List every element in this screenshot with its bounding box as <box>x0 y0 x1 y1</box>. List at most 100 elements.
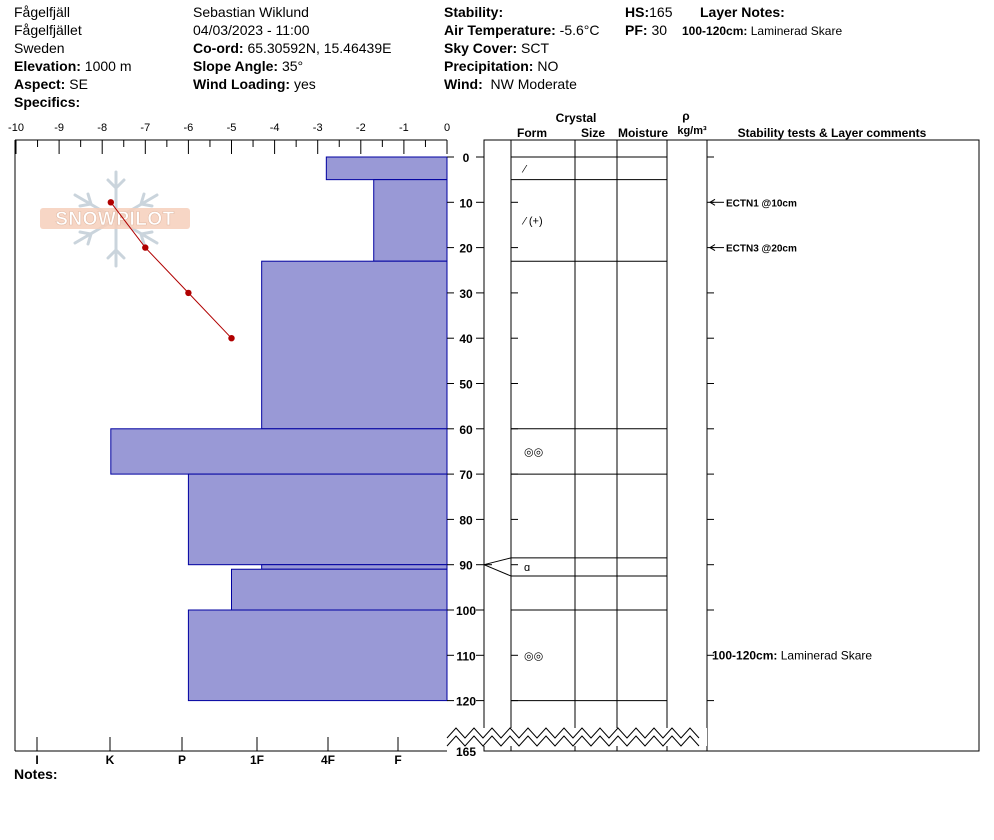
depth-tick-label: 110 <box>456 649 476 663</box>
specifics: Specifics: <box>14 93 80 111</box>
slope-value: 35° <box>281 58 304 74</box>
location-name: Fågelfjäll <box>14 4 71 20</box>
column-headers: Crystal Form Size Moisture ρ kg/m³ Stabi… <box>517 109 927 140</box>
stability-header: Stability tests & Layer comments <box>738 126 927 140</box>
depth-tick-label: 120 <box>456 695 476 709</box>
layer-notes-label: Layer Notes: <box>700 4 785 20</box>
wind: Wind: NW Moderate <box>444 75 577 93</box>
coordinates: Co-ord: 65.30592N, 15.46439E <box>193 39 391 57</box>
stability-arrow-head <box>709 244 716 252</box>
site-name: Fågelfjället <box>14 22 82 38</box>
air-temperature: Air Temperature: -5.6°C <box>444 21 600 39</box>
layer-comment-text: Laminerad Skare <box>781 648 873 662</box>
temperature-point <box>142 244 149 251</box>
logo-text: SNOWPILOT <box>55 209 175 230</box>
temperature-tick-label: -8 <box>97 122 107 134</box>
hardness-bar <box>187 609 448 702</box>
total-depth-label: 165 <box>456 745 476 759</box>
depth-tick-label: 30 <box>459 287 473 301</box>
hardness-bar <box>187 473 448 566</box>
depth-tick-label: 10 <box>459 196 473 210</box>
hardness-tick-label: P <box>178 753 186 767</box>
hardness-tick-label: 4F <box>321 753 335 767</box>
grain-form-symbol: ◎◎ <box>524 446 543 458</box>
hardness-tick-label: I <box>35 753 38 767</box>
layer-notes-title: Layer Notes: <box>700 3 785 21</box>
layer-note-text: Laminerad Skare <box>750 24 843 38</box>
table-frame <box>483 139 980 752</box>
elevation: Elevation: 1000 m <box>14 57 132 75</box>
form-header: Form <box>517 126 547 140</box>
temperature-tick-label: 0 <box>444 122 450 134</box>
temperature-tick-label: -3 <box>313 122 323 134</box>
zigzag-line <box>446 735 700 747</box>
sky-cover: Sky Cover: SCT <box>444 39 549 57</box>
temperature-line <box>110 201 232 339</box>
penetration-foot: PF: 30 <box>625 21 667 39</box>
thin-layer-connector <box>483 557 512 566</box>
temperature-tick-label: -4 <box>270 122 280 134</box>
moisture-header: Moisture <box>618 126 668 140</box>
layer-note-depth: 100-120cm: <box>682 24 748 38</box>
hardness-tick-label: 1F <box>250 753 264 767</box>
pf-value: 30 <box>651 22 668 38</box>
elevation-label: Elevation: <box>14 58 81 74</box>
notes-label: Notes: <box>14 766 58 782</box>
hs-label: HS: <box>625 4 650 20</box>
hardness-axis: I K P 1F 4F F <box>35 737 402 767</box>
slope-label: Slope Angle: <box>193 58 279 74</box>
coord-label: Co-ord: <box>193 40 244 56</box>
snowpilot-logo: SNOWPILOT <box>40 170 190 268</box>
hardness-bar <box>373 179 448 262</box>
sky-value: SCT <box>521 40 550 56</box>
depth-tick-label: 90 <box>459 559 473 573</box>
wind-loading-value: yes <box>293 76 316 92</box>
depth-tick-label: 100 <box>456 604 476 618</box>
hardness-bar <box>325 156 448 181</box>
wind-loading: Wind Loading: yes <box>193 75 316 93</box>
observer: Sebastian Wiklund <box>193 4 309 20</box>
hardness-bars <box>110 156 448 702</box>
depth-tick-label: 50 <box>459 378 473 392</box>
specifics-label: Specifics: <box>14 94 81 110</box>
stability: Stability: <box>444 3 503 21</box>
grain-form-symbol: ɑ <box>524 562 530 574</box>
grain-form-symbol: ◎◎ <box>524 650 543 662</box>
hs-value: 165 <box>649 4 673 20</box>
temperature-point <box>228 335 235 342</box>
depth-axis: 0 10 20 30 40 50 60 70 80 90 100 110 120 165 <box>447 151 714 759</box>
depth-tick-label: 0 <box>463 151 470 165</box>
precipitation: Precipitation: NO <box>444 57 558 75</box>
snow-height: HS:165 <box>625 3 672 21</box>
notes: Notes: <box>14 765 58 783</box>
crystal-header: Crystal <box>556 111 597 125</box>
zigzag-line <box>446 727 700 739</box>
hardness-bar <box>231 568 448 611</box>
temperature-tick-label: -10 <box>8 122 24 134</box>
air-temp-value: -5.6°C <box>559 22 600 38</box>
stability-label: Stability: <box>444 4 504 20</box>
wind-loading-label: Wind Loading: <box>193 76 291 92</box>
pf-label: PF: <box>625 22 648 38</box>
aspect-value: SE <box>69 76 88 92</box>
stability-arrow-head <box>709 198 716 206</box>
stability-test-label: ECTN1 @10cm <box>726 198 797 209</box>
precip-label: Precipitation: <box>444 58 534 74</box>
temperature-tick-label: -6 <box>184 122 194 134</box>
depth-tick-label: 40 <box>459 332 473 346</box>
size-header: Size <box>581 126 605 140</box>
wind-value: NW Moderate <box>490 76 577 92</box>
temperature-profile <box>107 199 235 342</box>
hardness-tick-label: F <box>394 753 401 767</box>
thin-layer-connector <box>483 564 512 577</box>
layer-comment-range: 100-120cm: <box>712 648 781 662</box>
layer-note-entry: 100-120cm: Laminerad Skare <box>682 24 842 38</box>
aspect: Aspect: SE <box>14 75 88 93</box>
temperature-tick-label: -1 <box>399 122 409 134</box>
precip-value: NO <box>537 58 559 74</box>
stability-test-label: ECTN3 @20cm <box>726 244 797 255</box>
sky-label: Sky Cover: <box>444 40 518 56</box>
hardness-bar <box>110 428 448 475</box>
depth-tick-label: 70 <box>459 468 473 482</box>
